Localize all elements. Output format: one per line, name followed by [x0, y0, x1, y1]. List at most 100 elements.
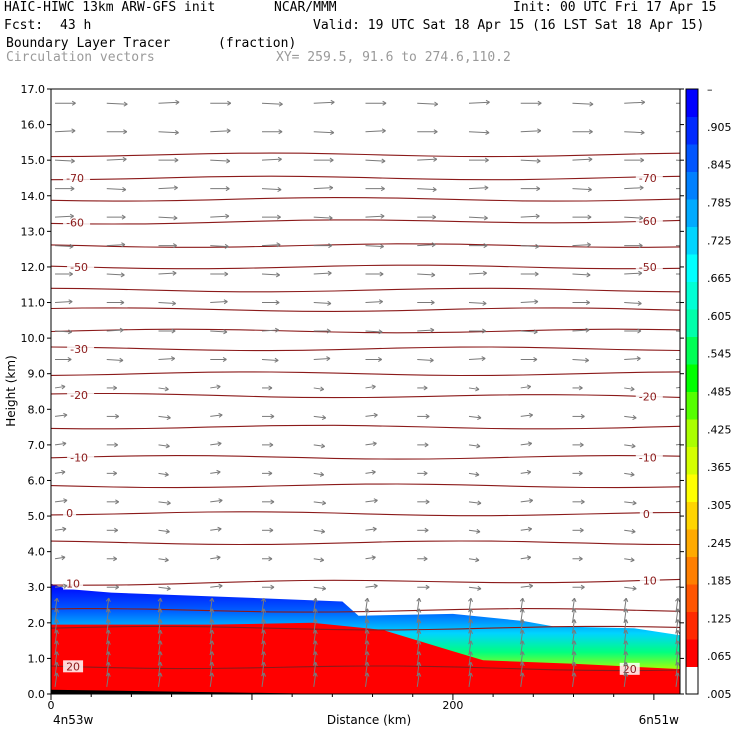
vector-head: [587, 214, 592, 220]
vector-shaft: [54, 471, 66, 474]
vector-shaft: [313, 558, 324, 561]
vector-head: [223, 299, 228, 305]
vector-head: [277, 186, 282, 192]
colorbar-label: .245: [707, 537, 732, 550]
vector-shaft: [416, 672, 420, 687]
vector-shaft: [313, 598, 317, 613]
vector-shaft: [675, 245, 680, 247]
x-end-label-right: 6n51w: [639, 713, 680, 727]
vector-shaft: [623, 608, 627, 623]
vector-head: [371, 555, 376, 561]
vector-shaft: [520, 471, 531, 474]
vector-head: [528, 498, 534, 504]
vector-shaft: [520, 385, 531, 389]
vector-shaft: [520, 608, 524, 623]
axes: 0.0 1.0 2.0 3.0 4.0 5.0 6.0 7.0 8.0 9.0 10.0 11.0 12…: [21, 83, 684, 712]
colorbar-label: .545: [707, 348, 732, 361]
colorbar-swatch: [686, 336, 698, 365]
contour-label-bg: [635, 390, 663, 403]
vector-head: [482, 300, 487, 306]
colorbar-swatch: [686, 501, 698, 530]
vector-shaft: [468, 558, 480, 561]
vector-head: [217, 441, 222, 447]
contour-label-bg: [63, 171, 91, 184]
vector-shaft: [417, 329, 434, 332]
vector-shaft: [106, 329, 124, 332]
y-tick-label: 3.0: [28, 581, 46, 594]
vector-shaft: [624, 586, 637, 590]
vector-head: [630, 557, 635, 563]
vector-shaft: [313, 640, 317, 655]
vector-head: [222, 356, 227, 362]
colorbar-label: .485: [707, 386, 732, 399]
field-name: Boundary Layer Tracer: [6, 36, 171, 51]
vector-shaft: [572, 358, 589, 361]
vector-shaft: [624, 216, 643, 219]
vector-shaft: [468, 586, 482, 590]
vector-head: [227, 100, 232, 106]
vector-head: [631, 528, 636, 534]
colorbar-swatch: [686, 446, 698, 475]
vector-shaft: [54, 619, 58, 634]
vector-head: [535, 243, 540, 249]
contour-label: 10: [66, 578, 80, 591]
vector-head: [67, 356, 72, 362]
vector-head: [579, 442, 584, 448]
vector-head: [329, 185, 334, 191]
vector-shaft: [365, 442, 377, 446]
vector-shaft: [623, 640, 627, 655]
vector-shaft: [520, 630, 524, 645]
vector-head: [380, 186, 385, 192]
vector-head: [119, 327, 124, 333]
vector-shaft: [520, 330, 538, 333]
contour-label-bg: [67, 451, 95, 464]
contour-line: [51, 307, 680, 312]
vector-head: [381, 158, 386, 164]
vector-shaft: [468, 387, 480, 390]
colorbar-swatch: [686, 226, 698, 255]
vector-head: [580, 413, 585, 419]
vector-shaft: [158, 444, 170, 447]
vector-shaft: [54, 130, 76, 133]
colorbar-label: .725: [707, 234, 732, 247]
vector-shaft: [313, 272, 332, 275]
vector-head: [123, 101, 128, 107]
vector-head: [270, 584, 275, 590]
vector-shaft: [313, 619, 317, 634]
contour-label-bg: [635, 171, 663, 184]
vector-shaft: [106, 662, 110, 677]
vector-shaft: [210, 585, 223, 588]
vector-head: [121, 214, 126, 220]
vector-shaft: [468, 651, 472, 666]
vector-shaft: [106, 358, 124, 361]
vector-head: [631, 443, 636, 449]
vector-head: [164, 471, 169, 477]
vector-head: [261, 597, 267, 603]
y-tick-label: 9.0: [28, 368, 46, 381]
vector-head: [482, 270, 487, 276]
vector-shaft: [54, 640, 58, 655]
vector-head: [430, 327, 435, 333]
vector-head: [416, 597, 422, 603]
vector-shaft: [261, 158, 282, 161]
contour-label-bg: [639, 508, 653, 521]
vector-shaft: [210, 159, 230, 162]
colorbar-swatch: [686, 419, 698, 447]
vector-head: [70, 158, 75, 164]
vector-head: [165, 528, 170, 534]
contour-line: [51, 424, 680, 430]
vector-shaft: [675, 131, 680, 133]
vector-head: [424, 442, 429, 448]
vector-head: [277, 156, 282, 162]
vector-head: [483, 215, 488, 221]
vector-head: [63, 583, 68, 589]
vector-shaft: [520, 301, 538, 304]
vector-shaft: [675, 500, 680, 503]
vector-head: [320, 528, 326, 534]
vector-shaft: [313, 529, 325, 533]
vector-head: [429, 357, 434, 363]
vector-head: [171, 300, 176, 306]
vector-head: [326, 356, 331, 362]
vector-head: [172, 270, 177, 276]
vector-shaft: [158, 608, 162, 623]
